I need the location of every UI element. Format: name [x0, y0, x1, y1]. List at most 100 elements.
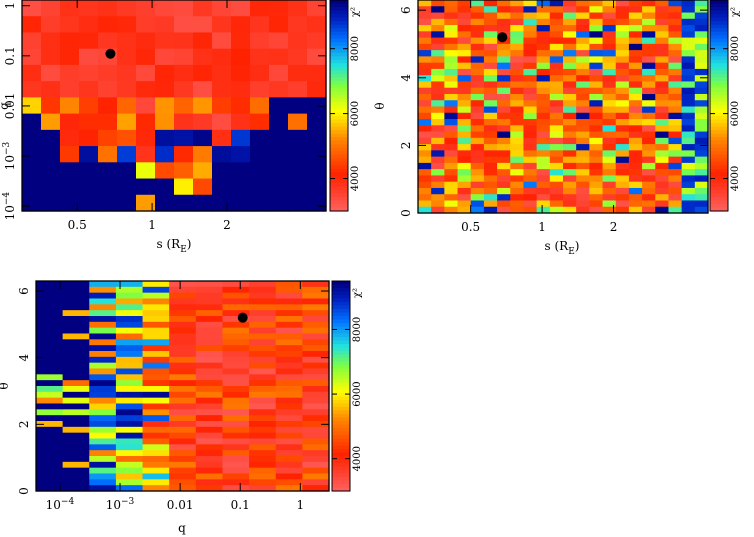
heatmap-cell	[563, 187, 577, 195]
colorbar-segment	[332, 459, 350, 464]
heatmap-cell	[195, 438, 224, 445]
heatmap-cell	[655, 162, 670, 170]
colorbar-segment	[330, 105, 348, 110]
heatmap-cell	[275, 450, 303, 457]
heatmap-cell	[563, 119, 577, 126]
heatmap-cell	[36, 444, 64, 451]
heatmap-cell	[628, 175, 643, 183]
heatmap-cell	[36, 461, 64, 469]
heatmap-cell	[142, 391, 170, 399]
colorbar-segment	[332, 361, 350, 366]
heatmap-cell	[444, 125, 459, 133]
heatmap-cell	[510, 50, 525, 57]
heatmap-cell	[60, 178, 80, 196]
heatmap-cell	[302, 304, 330, 311]
heatmap-cell	[89, 403, 117, 410]
colorbar-segment	[332, 309, 350, 314]
heatmap-cell	[615, 37, 630, 45]
heatmap-cell	[457, 6, 472, 14]
heatmap-cell	[142, 485, 170, 492]
heatmap-cell	[470, 31, 485, 39]
heatmap-cell	[694, 150, 709, 158]
heatmap-cell	[483, 150, 498, 158]
heatmap-cell	[98, 113, 118, 131]
heatmap-cell	[549, 150, 564, 158]
heatmap-cell	[576, 100, 590, 108]
heatmap-cell	[36, 467, 64, 475]
colorbar-segment	[332, 431, 350, 436]
colorbar-segment	[332, 326, 350, 331]
heatmap-cell	[169, 304, 197, 311]
heatmap-cell	[169, 298, 197, 305]
heatmap-cell	[431, 50, 445, 57]
heatmap-cell	[457, 100, 472, 108]
colorbar-segment	[332, 424, 350, 429]
heatmap-cell	[269, 0, 289, 17]
heatmap-cell	[549, 75, 564, 83]
colorbar-segment	[332, 375, 350, 380]
heatmap-cell	[444, 131, 459, 139]
heatmap-cell	[169, 438, 197, 445]
heatmap-cell	[589, 175, 604, 183]
colorbar-segment	[332, 323, 350, 328]
heatmap-cell	[602, 43, 617, 51]
heatmap-cell	[275, 444, 303, 451]
heatmap-cell	[60, 48, 80, 66]
heatmap-cell	[418, 131, 432, 139]
heatmap-cell	[602, 125, 617, 133]
heatmap-cell	[62, 403, 90, 410]
heatmap-cell	[418, 12, 432, 20]
heatmap-cell	[655, 87, 670, 95]
colorbar-segment	[332, 400, 350, 405]
heatmap-cell	[655, 144, 670, 151]
heatmap-cell	[444, 62, 459, 70]
heatmap-cell	[615, 106, 630, 114]
colorbar-segment	[710, 91, 728, 96]
heatmap-cell	[563, 206, 577, 214]
heatmap-cell	[589, 112, 604, 120]
heatmap-cell	[22, 0, 42, 17]
heatmap-cell	[431, 25, 445, 32]
heatmap-cell	[668, 175, 683, 183]
heatmap-cell	[115, 292, 144, 300]
heatmap-cell	[549, 137, 564, 145]
colorbar-segment	[710, 59, 728, 64]
heatmap-cell	[628, 131, 643, 139]
heatmap-cell	[36, 456, 64, 463]
heatmap-cell	[602, 206, 617, 214]
colorbar-segment	[710, 193, 728, 198]
heatmap-cell	[231, 146, 251, 163]
colorbar-segment	[332, 449, 350, 454]
heatmap-cell	[142, 450, 170, 457]
heatmap-cell	[174, 64, 194, 82]
colorbar-segment	[332, 295, 350, 300]
heatmap-cell	[457, 56, 472, 64]
heatmap-cell	[193, 16, 213, 34]
heatmap-cell	[668, 119, 683, 126]
heatmap-cell	[142, 351, 170, 358]
colorbar-segment	[710, 200, 728, 205]
heatmap-cell	[431, 181, 445, 189]
heatmap-cell	[681, 156, 696, 164]
heatmap-cell	[36, 485, 64, 492]
heatmap-cell	[510, 112, 525, 120]
heatmap-cell	[174, 129, 194, 147]
y-tick-label: 6	[399, 6, 413, 14]
heatmap-cell	[444, 12, 459, 20]
heatmap-cell	[269, 64, 289, 82]
heatmap-cell	[174, 0, 194, 17]
heatmap-cell	[483, 206, 498, 214]
heatmap-cell	[117, 16, 137, 34]
heatmap-cell	[117, 162, 137, 180]
heatmap-cell	[642, 150, 656, 158]
y-tick-label: 0.01	[3, 93, 17, 120]
heatmap-cell	[615, 75, 630, 83]
heatmap-cell	[302, 403, 330, 410]
heatmap-cell	[681, 162, 696, 170]
heatmap-cell	[41, 32, 61, 50]
heatmap-cell	[431, 150, 445, 158]
heatmap-cell	[222, 374, 250, 381]
colorbar-segment	[330, 80, 348, 85]
heatmap-cell	[212, 113, 232, 131]
heatmap-cell	[169, 345, 197, 352]
